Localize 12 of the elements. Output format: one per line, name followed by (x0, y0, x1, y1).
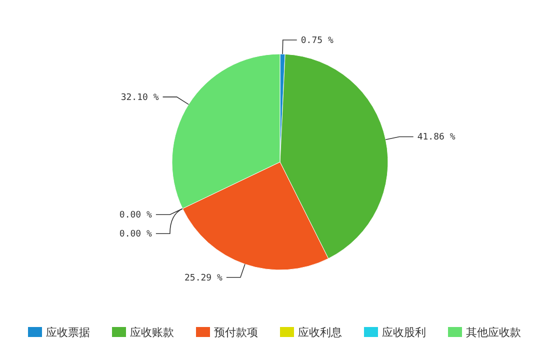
legend-label: 应收账款 (130, 326, 174, 339)
text: 0.00 % (119, 230, 152, 240)
legend-label: 应收股利 (382, 326, 426, 339)
data-label: 0.75 % (300, 36, 334, 46)
text: 0.00 % (119, 210, 152, 221)
legend-label: 应收利息 (298, 326, 342, 339)
legend-label: 其他应收款 (466, 326, 521, 339)
legend-label: 预付款项 (214, 326, 258, 339)
data-label: 41.86 % (417, 132, 456, 143)
data-label: 32.10 % (120, 92, 160, 103)
legend-label: 应收票据 (46, 326, 90, 339)
data-label: 25.29 % (184, 273, 224, 284)
